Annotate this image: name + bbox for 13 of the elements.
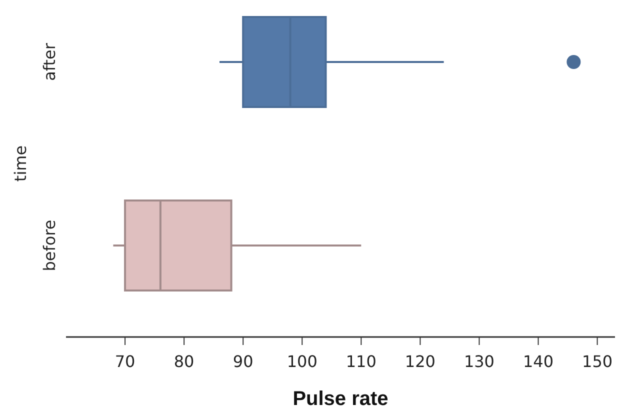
y-tick-label: after xyxy=(40,42,59,81)
x-tick-label: 90 xyxy=(232,352,254,371)
x-tick-label: 130 xyxy=(464,352,494,371)
x-tick-label: 70 xyxy=(114,352,136,371)
x-tick-label: 140 xyxy=(522,352,554,371)
y-axis-title: time xyxy=(11,145,30,182)
y-tick-label: before xyxy=(40,220,59,272)
x-tick-label: 150 xyxy=(582,352,613,371)
x-tick-label: 80 xyxy=(174,352,194,371)
x-axis-title: Pulse rate xyxy=(292,388,388,410)
x-tick-label: 120 xyxy=(404,352,436,371)
x-tick-label: 110 xyxy=(346,352,376,371)
x-tick-label: 100 xyxy=(286,352,318,371)
